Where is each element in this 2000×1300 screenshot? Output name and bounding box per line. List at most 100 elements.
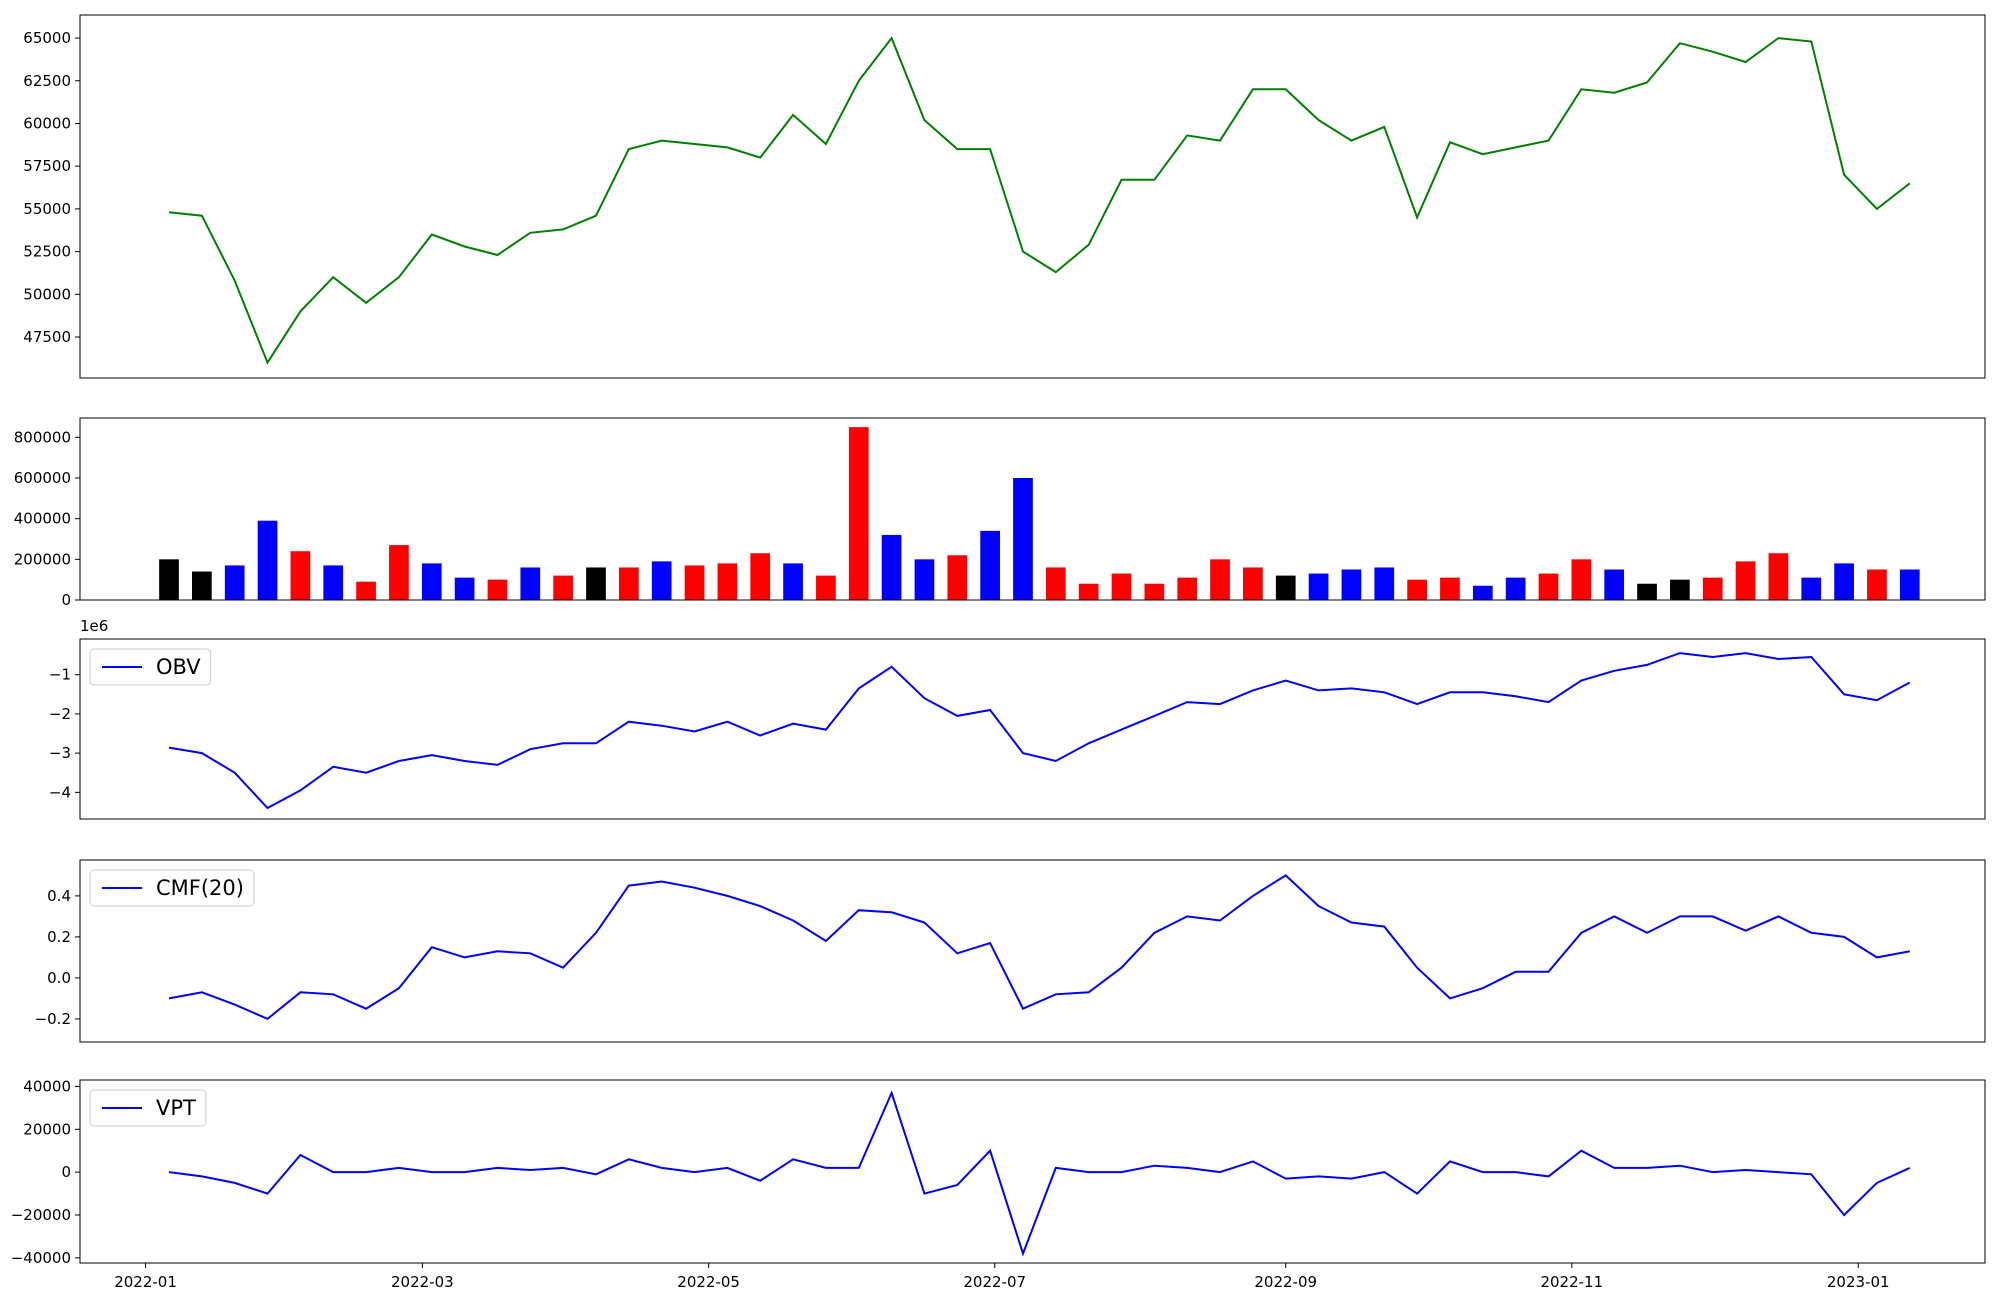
bar bbox=[1407, 579, 1427, 600]
bar bbox=[257, 520, 278, 600]
y-tick-label: 50000 bbox=[23, 285, 71, 303]
y-tick-label: −0.2 bbox=[35, 1010, 71, 1028]
bar bbox=[783, 563, 803, 600]
bar bbox=[1243, 567, 1263, 600]
bar bbox=[586, 567, 606, 600]
bar bbox=[1210, 559, 1230, 600]
bar bbox=[1768, 553, 1789, 600]
bar bbox=[1801, 577, 1822, 600]
bar bbox=[1111, 573, 1132, 600]
bar bbox=[1670, 579, 1690, 600]
offset-label: 1e6 bbox=[80, 617, 108, 635]
y-tick-label: 52500 bbox=[23, 243, 71, 261]
axes-frame bbox=[79, 638, 1986, 820]
bar bbox=[651, 561, 672, 600]
axes-frame bbox=[79, 417, 1986, 601]
series-line bbox=[168, 1090, 1911, 1257]
bar bbox=[454, 577, 475, 600]
bar bbox=[848, 427, 869, 600]
bar bbox=[717, 563, 738, 600]
y-tick-label: 20000 bbox=[23, 1120, 71, 1138]
y-tick-label: 62500 bbox=[23, 72, 71, 90]
y-tick-label: 60000 bbox=[23, 114, 71, 132]
bar bbox=[1867, 569, 1887, 600]
y-tick-label: 0 bbox=[61, 1163, 71, 1181]
bar bbox=[192, 571, 212, 600]
x-tick-label: 2023-01 bbox=[1827, 1273, 1890, 1291]
bar bbox=[1341, 569, 1362, 600]
bar bbox=[914, 559, 935, 600]
legend-box bbox=[89, 1089, 207, 1127]
y-tick-label: 600000 bbox=[14, 469, 71, 487]
x-tick-label: 2022-09 bbox=[1254, 1273, 1317, 1291]
y-tick-label: 0.2 bbox=[47, 928, 71, 946]
axes-frame bbox=[79, 859, 1986, 1043]
bar bbox=[1735, 561, 1756, 600]
y-tick-label: 65000 bbox=[23, 29, 71, 47]
y-tick-label: 0.4 bbox=[47, 887, 71, 905]
y-tick-label: −4 bbox=[49, 783, 71, 801]
y-tick-label: −3 bbox=[49, 744, 71, 762]
y-tick-label: 200000 bbox=[14, 550, 71, 568]
bar bbox=[1702, 577, 1723, 600]
bar bbox=[684, 565, 705, 600]
bar bbox=[224, 565, 245, 600]
bar bbox=[1078, 583, 1099, 600]
bar bbox=[520, 567, 541, 600]
y-tick-label: 55000 bbox=[23, 200, 71, 218]
bar bbox=[750, 553, 771, 600]
y-tick-label: 800000 bbox=[14, 428, 71, 446]
bar bbox=[290, 551, 311, 600]
series-line bbox=[168, 874, 1910, 1021]
bar bbox=[1045, 567, 1066, 600]
bar bbox=[1374, 567, 1395, 600]
bar bbox=[553, 575, 574, 600]
y-tick-label: 57500 bbox=[23, 157, 71, 175]
bar bbox=[1440, 577, 1460, 600]
x-tick-label: 2022-11 bbox=[1540, 1273, 1603, 1291]
y-tick-label: −2 bbox=[49, 705, 71, 723]
legend-label: CMF(20) bbox=[156, 876, 244, 900]
bar bbox=[356, 581, 376, 600]
bar bbox=[421, 563, 442, 600]
bar bbox=[1571, 559, 1592, 600]
y-tick-label: −1 bbox=[49, 666, 71, 684]
bar bbox=[1538, 573, 1559, 600]
y-tick-label: −40000 bbox=[11, 1249, 71, 1267]
bar bbox=[159, 559, 179, 600]
x-tick-label: 2022-01 bbox=[114, 1273, 177, 1291]
bar bbox=[881, 534, 902, 600]
y-tick-label: 47500 bbox=[23, 328, 71, 346]
bar bbox=[1899, 569, 1920, 600]
x-tick-label: 2022-07 bbox=[963, 1273, 1026, 1291]
bar bbox=[816, 575, 836, 600]
bar bbox=[1505, 577, 1526, 600]
x-tick-label: 2022-05 bbox=[677, 1273, 740, 1291]
y-tick-label: 400000 bbox=[14, 510, 71, 528]
bar bbox=[323, 565, 344, 600]
y-tick-label: 0.0 bbox=[47, 969, 71, 987]
bar bbox=[1637, 583, 1657, 600]
axes-frame bbox=[79, 14, 1986, 379]
legend-box bbox=[89, 648, 212, 686]
bar bbox=[980, 530, 1000, 600]
x-tick-label: 2022-03 bbox=[391, 1273, 454, 1291]
bar bbox=[1834, 563, 1854, 600]
bar bbox=[1177, 577, 1198, 600]
series-line bbox=[168, 36, 1911, 365]
bar bbox=[1144, 583, 1165, 600]
bar bbox=[1013, 477, 1033, 600]
y-tick-label: 0 bbox=[61, 591, 71, 609]
bar bbox=[1472, 585, 1493, 600]
bar bbox=[389, 545, 409, 600]
bar bbox=[947, 555, 968, 600]
bar bbox=[1275, 575, 1296, 600]
axes-frame bbox=[79, 1079, 1986, 1264]
legend-label: OBV bbox=[156, 655, 201, 679]
bar bbox=[618, 567, 639, 600]
series-line bbox=[168, 652, 1911, 810]
legend-box bbox=[89, 869, 255, 907]
y-tick-label: 40000 bbox=[23, 1077, 71, 1095]
bar bbox=[1308, 573, 1329, 600]
